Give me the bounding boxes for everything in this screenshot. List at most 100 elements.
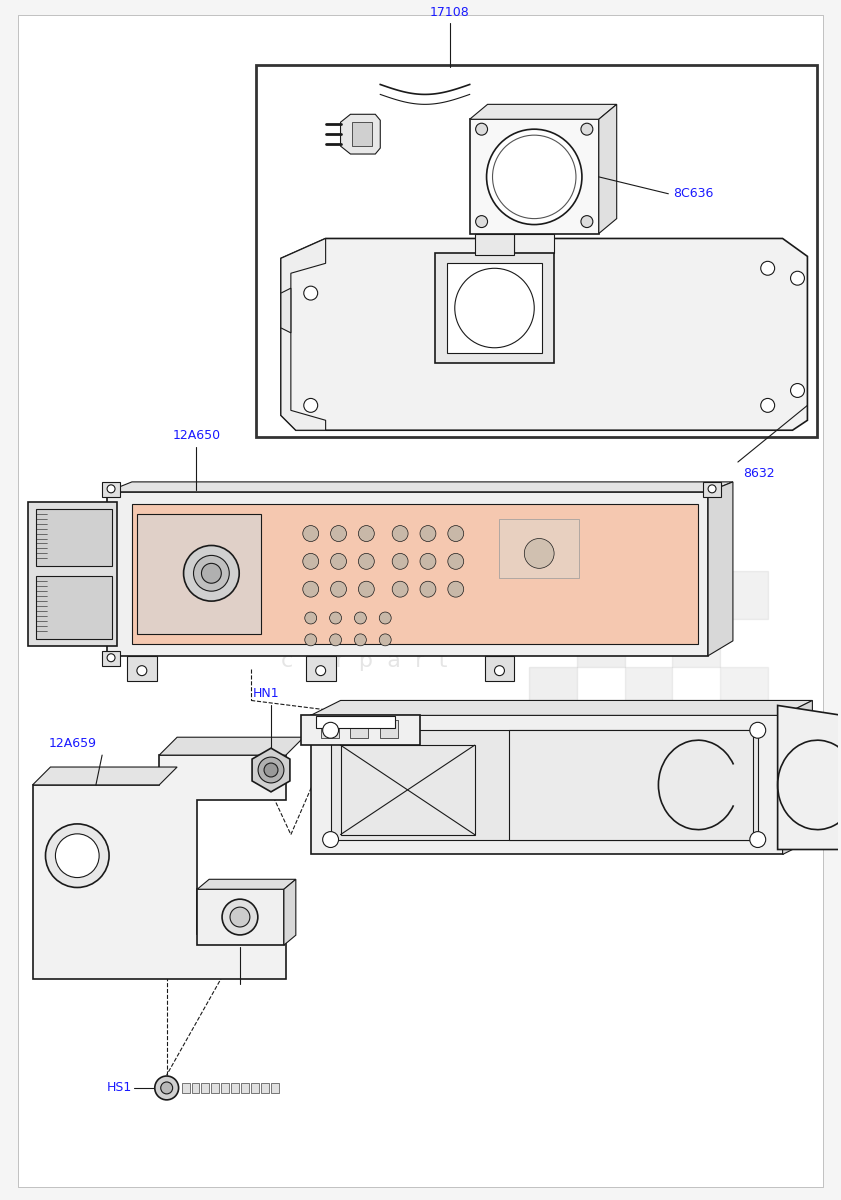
Bar [529, 667, 577, 714]
Circle shape [476, 216, 488, 228]
Polygon shape [127, 655, 156, 680]
Polygon shape [469, 104, 616, 119]
Bar [577, 714, 625, 762]
Circle shape [330, 634, 341, 646]
Circle shape [323, 722, 339, 738]
Circle shape [230, 907, 250, 926]
Polygon shape [301, 715, 420, 745]
Text: HN1: HN1 [252, 688, 279, 701]
Bar [720, 667, 768, 714]
Circle shape [358, 553, 374, 569]
Bar [672, 714, 720, 762]
Circle shape [354, 634, 367, 646]
Circle shape [447, 581, 463, 598]
Circle shape [358, 581, 374, 598]
Polygon shape [251, 1082, 259, 1093]
Circle shape [264, 763, 278, 776]
Text: 17108: 17108 [430, 6, 469, 19]
Circle shape [447, 526, 463, 541]
Circle shape [420, 581, 436, 598]
Polygon shape [202, 1082, 209, 1093]
Polygon shape [599, 104, 616, 234]
Polygon shape [306, 655, 336, 680]
Bar [315, 716, 395, 728]
Polygon shape [252, 748, 290, 792]
Polygon shape [35, 576, 112, 638]
Circle shape [202, 563, 221, 583]
Polygon shape [271, 1082, 279, 1093]
Text: 8632: 8632 [743, 467, 775, 480]
Bar [500, 518, 579, 578]
Polygon shape [281, 239, 325, 431]
Polygon shape [708, 482, 733, 655]
Circle shape [493, 136, 576, 218]
Polygon shape [510, 731, 753, 840]
Polygon shape [231, 1082, 239, 1093]
Circle shape [379, 612, 391, 624]
Bar [529, 762, 577, 810]
Bar [720, 762, 768, 810]
Bar [102, 650, 120, 666]
Circle shape [495, 666, 505, 676]
Polygon shape [182, 1082, 189, 1093]
Circle shape [222, 899, 258, 935]
Text: 12A650: 12A650 [172, 430, 220, 442]
Polygon shape [137, 514, 261, 634]
Polygon shape [310, 701, 812, 715]
Circle shape [750, 832, 765, 847]
Circle shape [354, 612, 367, 624]
Circle shape [358, 526, 374, 541]
Text: c  a  r  p  a  r  t: c a r p a r t [281, 650, 447, 671]
Circle shape [331, 553, 346, 569]
Bar [577, 619, 625, 667]
Circle shape [761, 398, 775, 413]
Polygon shape [35, 509, 112, 566]
Polygon shape [198, 880, 296, 889]
Circle shape [137, 666, 147, 676]
Polygon shape [211, 1082, 220, 1093]
Bar [529, 571, 577, 619]
Circle shape [155, 1076, 178, 1100]
Circle shape [761, 262, 775, 275]
Bar [625, 571, 672, 619]
Polygon shape [447, 263, 542, 353]
Circle shape [304, 286, 318, 300]
Polygon shape [261, 1082, 269, 1093]
Polygon shape [132, 504, 698, 644]
Circle shape [193, 556, 230, 592]
Circle shape [331, 581, 346, 598]
Polygon shape [484, 655, 515, 680]
Circle shape [331, 526, 346, 541]
Circle shape [447, 553, 463, 569]
Bar [625, 762, 672, 810]
Circle shape [107, 654, 115, 661]
Circle shape [524, 539, 554, 569]
Circle shape [303, 553, 319, 569]
Circle shape [791, 271, 805, 286]
Circle shape [304, 612, 317, 624]
Circle shape [581, 124, 593, 136]
Circle shape [183, 546, 239, 601]
Bar [257, 65, 817, 437]
Circle shape [107, 485, 115, 493]
Bar [341, 745, 474, 834]
Circle shape [487, 130, 582, 224]
Polygon shape [33, 755, 286, 979]
Text: 12A659: 12A659 [49, 737, 98, 750]
Circle shape [392, 526, 408, 541]
Circle shape [45, 824, 109, 888]
Circle shape [258, 757, 284, 782]
Polygon shape [192, 1082, 199, 1093]
Circle shape [161, 1082, 172, 1094]
Polygon shape [469, 119, 599, 234]
Circle shape [392, 553, 408, 569]
Circle shape [303, 526, 319, 541]
Circle shape [750, 722, 765, 738]
Circle shape [56, 834, 99, 877]
Bar [474, 234, 515, 256]
Polygon shape [107, 482, 733, 492]
Text: S p a r e s: S p a r e s [281, 600, 531, 642]
Polygon shape [107, 492, 708, 655]
Polygon shape [310, 715, 783, 854]
Polygon shape [281, 288, 291, 332]
